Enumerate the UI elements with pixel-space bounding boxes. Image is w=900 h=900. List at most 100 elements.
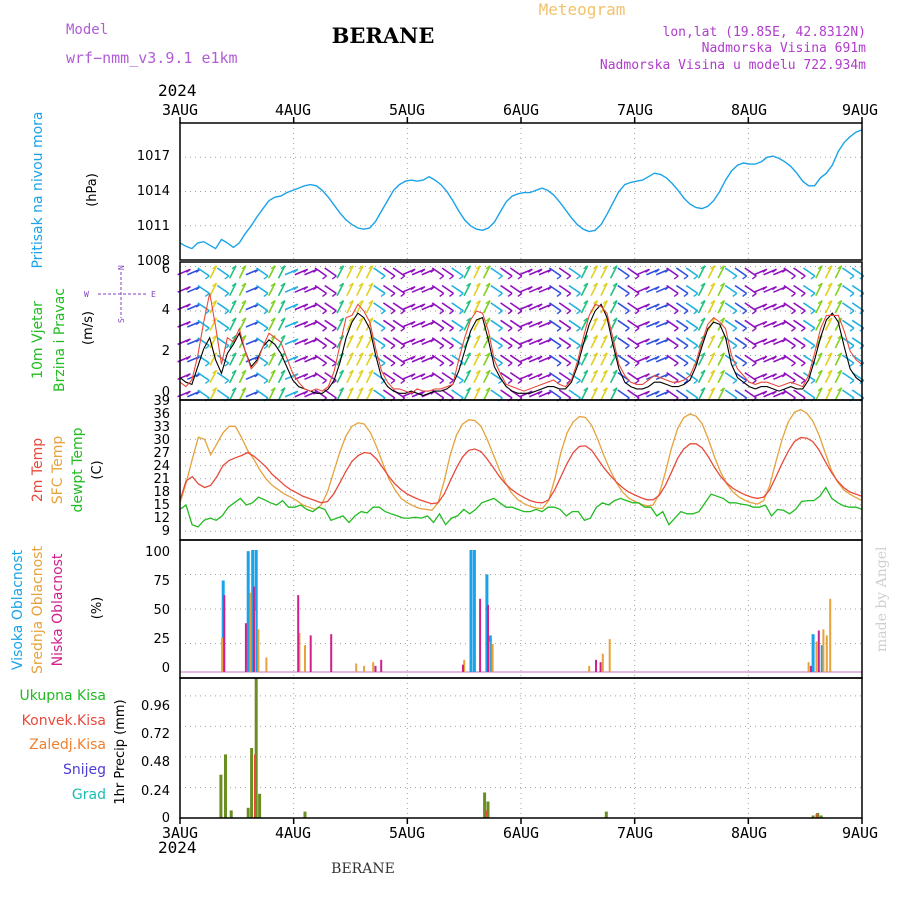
wind-arrow bbox=[666, 267, 679, 277]
wind-arrow bbox=[590, 352, 599, 366]
wind-arrow-head bbox=[645, 390, 650, 395]
series-layer bbox=[179, 129, 863, 818]
wind-arrow bbox=[255, 389, 269, 399]
wind-arrow-head bbox=[420, 390, 426, 395]
wind-arrow-head bbox=[497, 292, 503, 297]
wind-arrow-head bbox=[263, 362, 269, 367]
wind-arrow bbox=[824, 387, 833, 401]
wind-arrow bbox=[590, 335, 599, 349]
wind-arrow-head bbox=[280, 317, 286, 322]
model-name: wrf−nmm_v3.9.1 e1km bbox=[66, 49, 238, 67]
wind-arrow-head bbox=[270, 265, 276, 270]
wind-arrow-head bbox=[449, 327, 454, 332]
wind-arrow bbox=[277, 317, 286, 331]
wind-arrow-head bbox=[762, 390, 768, 395]
wind-arrow bbox=[558, 267, 572, 277]
wind-arrow bbox=[355, 317, 364, 331]
wind-arrow-head bbox=[732, 275, 738, 280]
wind-arrow-head bbox=[331, 310, 337, 315]
cloud-bar bbox=[601, 653, 604, 672]
wind-arrow-head bbox=[485, 369, 491, 374]
wind-arrow-head bbox=[719, 282, 725, 287]
wind-arrow bbox=[793, 284, 806, 295]
wind-arrow-head bbox=[339, 300, 344, 305]
cloud-bar bbox=[807, 662, 810, 672]
wind-arrow-head bbox=[212, 300, 217, 305]
wind-arrow bbox=[734, 319, 748, 329]
wind-arrow bbox=[324, 267, 337, 277]
wind-arrow-head bbox=[303, 268, 309, 273]
wind-arrow bbox=[355, 369, 364, 384]
wind-arrow bbox=[617, 319, 630, 329]
wind-arrow-head bbox=[810, 292, 816, 297]
wind-arrow bbox=[346, 387, 354, 401]
wind-arrow-head bbox=[810, 345, 816, 350]
wind-arrow bbox=[500, 302, 513, 312]
wind-arrow-head bbox=[390, 275, 396, 280]
wind-arrow-head bbox=[837, 352, 843, 357]
wind-arrow-head bbox=[673, 327, 679, 332]
cloud-bar bbox=[355, 663, 358, 672]
wind-arrow-head bbox=[683, 379, 689, 385]
cloud-bar bbox=[588, 665, 591, 672]
cloud-bar bbox=[304, 645, 306, 672]
wind-arrow-head bbox=[683, 310, 689, 315]
wind-arrow-head bbox=[449, 292, 454, 297]
wind-arrow bbox=[197, 389, 210, 399]
wind-arrow-head bbox=[368, 334, 374, 340]
precip-bar bbox=[219, 774, 223, 818]
wind-arrow-head bbox=[849, 379, 855, 385]
wind-arrow-head bbox=[212, 334, 217, 340]
wind-arrow bbox=[724, 267, 738, 277]
wind-arrow-head bbox=[400, 379, 406, 385]
cloud-bar bbox=[811, 634, 815, 672]
wind-arrow bbox=[548, 319, 562, 329]
wind-arrow bbox=[842, 389, 855, 399]
cloud-bar bbox=[472, 550, 476, 672]
wind-arrow-head bbox=[624, 345, 630, 350]
temp-ytick: 30 bbox=[153, 433, 170, 448]
wind-arrow-head bbox=[458, 275, 464, 280]
wind-arrow bbox=[500, 267, 513, 277]
cloud-bar bbox=[829, 598, 832, 672]
wind-arrow-head bbox=[475, 369, 481, 374]
wind-arrow bbox=[238, 300, 247, 314]
wind-arrow-head bbox=[742, 362, 748, 367]
wind-arrow bbox=[365, 369, 374, 384]
cloud-bar bbox=[244, 623, 247, 672]
precip-unit: 1hr Precip (mm) bbox=[113, 699, 128, 804]
wind-arrow-head bbox=[837, 334, 843, 340]
wind-arrow bbox=[482, 352, 491, 366]
wind-arrow-head bbox=[358, 300, 364, 305]
wind-arrow bbox=[463, 265, 472, 279]
wind-arrow bbox=[441, 337, 454, 347]
wind-arrow-head bbox=[817, 387, 823, 392]
wind-arrow bbox=[548, 389, 562, 399]
wind-arrow-head bbox=[280, 282, 286, 287]
wind-unit: (m/s) bbox=[81, 311, 96, 345]
panel-frames bbox=[179, 117, 863, 824]
cloud-yticks: 0 25 50 75 100 bbox=[145, 545, 170, 676]
wind-arrow bbox=[558, 284, 572, 295]
wind-arrow-head bbox=[612, 334, 618, 340]
wind-arrow bbox=[609, 300, 618, 314]
cloud-bar bbox=[363, 665, 366, 672]
wind-arrow-head bbox=[645, 355, 650, 360]
cloud-bar bbox=[374, 665, 377, 672]
wind-arrow bbox=[482, 335, 491, 349]
temp-ytick: 15 bbox=[153, 498, 170, 513]
wind-arrow-head bbox=[527, 286, 533, 291]
wind-arrow-head bbox=[693, 379, 699, 385]
wind-arrow bbox=[834, 352, 843, 366]
wind-arrow-head bbox=[212, 265, 217, 270]
wind-arrow-head bbox=[790, 362, 796, 367]
wind-arrow-head bbox=[241, 265, 247, 270]
wind-arrow-head bbox=[331, 275, 337, 280]
precip-bar bbox=[254, 678, 258, 818]
day-label-top: 3AUG bbox=[162, 101, 198, 119]
wind-arrow bbox=[365, 387, 374, 401]
cloud-unit: (%) bbox=[90, 597, 105, 620]
wind-arrow-head bbox=[762, 373, 768, 378]
temp-ylabel-sfc: SFC Temp bbox=[50, 436, 66, 505]
wind-arrow-head bbox=[827, 300, 833, 305]
